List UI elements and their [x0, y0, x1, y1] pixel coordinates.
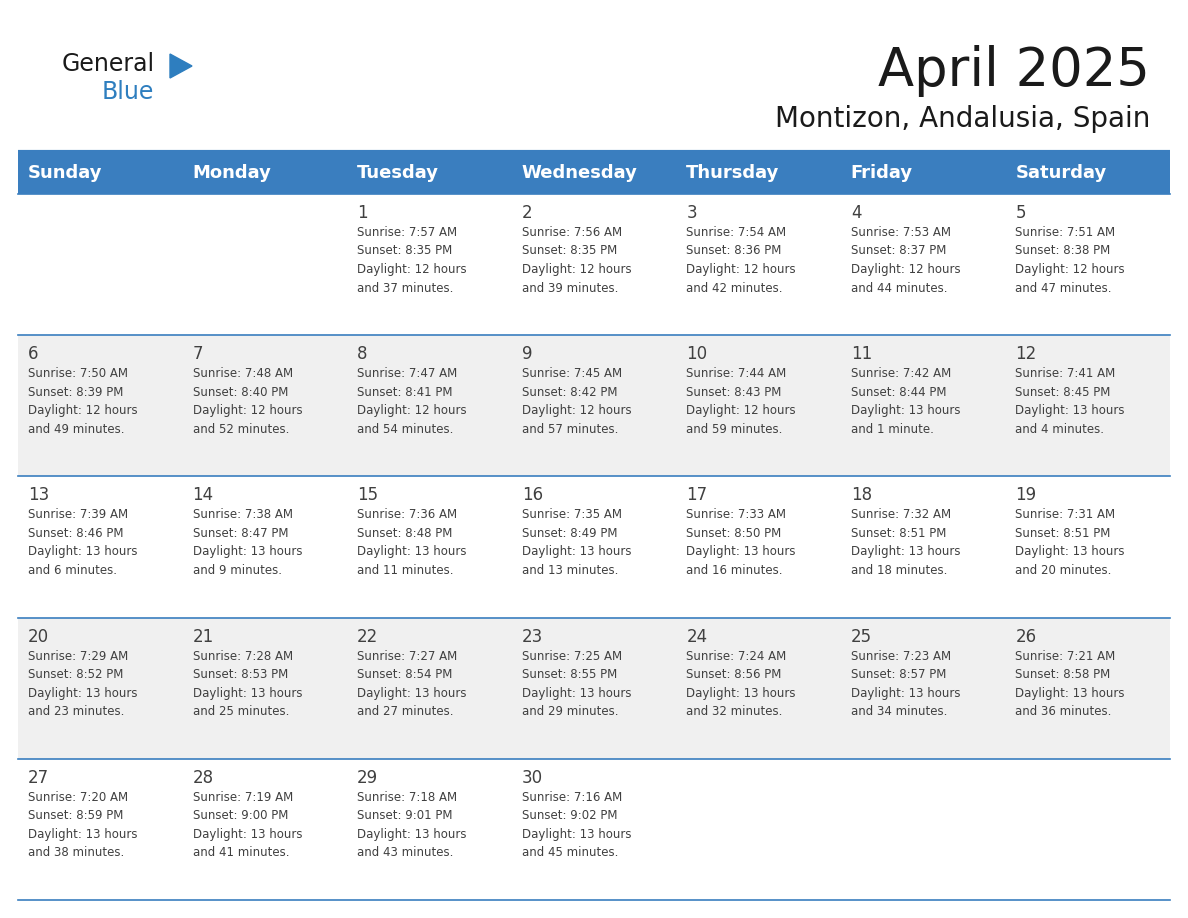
Text: 14: 14 [192, 487, 214, 504]
Text: Saturday: Saturday [1016, 164, 1107, 182]
Text: April 2025: April 2025 [878, 45, 1150, 97]
Text: 10: 10 [687, 345, 707, 364]
Text: Sunrise: 7:51 AM
Sunset: 8:38 PM
Daylight: 12 hours
and 47 minutes.: Sunrise: 7:51 AM Sunset: 8:38 PM Dayligh… [1016, 226, 1125, 295]
Text: Sunrise: 7:23 AM
Sunset: 8:57 PM
Daylight: 13 hours
and 34 minutes.: Sunrise: 7:23 AM Sunset: 8:57 PM Dayligh… [851, 650, 960, 718]
Text: Sunrise: 7:45 AM
Sunset: 8:42 PM
Daylight: 12 hours
and 57 minutes.: Sunrise: 7:45 AM Sunset: 8:42 PM Dayligh… [522, 367, 631, 436]
Text: Sunrise: 7:29 AM
Sunset: 8:52 PM
Daylight: 13 hours
and 23 minutes.: Sunrise: 7:29 AM Sunset: 8:52 PM Dayligh… [29, 650, 138, 718]
Text: 26: 26 [1016, 628, 1037, 645]
Text: Sunrise: 7:50 AM
Sunset: 8:39 PM
Daylight: 12 hours
and 49 minutes.: Sunrise: 7:50 AM Sunset: 8:39 PM Dayligh… [29, 367, 138, 436]
Bar [18, 618, 1170, 759]
Bar [18, 152, 1170, 194]
Text: Sunrise: 7:24 AM
Sunset: 8:56 PM
Daylight: 13 hours
and 32 minutes.: Sunrise: 7:24 AM Sunset: 8:56 PM Dayligh… [687, 650, 796, 718]
Text: 2: 2 [522, 204, 532, 222]
Text: 11: 11 [851, 345, 872, 364]
Text: 1: 1 [358, 204, 368, 222]
Text: 19: 19 [1016, 487, 1037, 504]
Text: Sunrise: 7:28 AM
Sunset: 8:53 PM
Daylight: 13 hours
and 25 minutes.: Sunrise: 7:28 AM Sunset: 8:53 PM Dayligh… [192, 650, 302, 718]
Text: 29: 29 [358, 768, 378, 787]
Text: 8: 8 [358, 345, 367, 364]
Text: Blue: Blue [102, 80, 154, 104]
Text: 21: 21 [192, 628, 214, 645]
Text: 25: 25 [851, 628, 872, 645]
Text: Tuesday: Tuesday [358, 164, 440, 182]
Text: Sunrise: 7:48 AM
Sunset: 8:40 PM
Daylight: 12 hours
and 52 minutes.: Sunrise: 7:48 AM Sunset: 8:40 PM Dayligh… [192, 367, 302, 436]
Text: Sunrise: 7:56 AM
Sunset: 8:35 PM
Daylight: 12 hours
and 39 minutes.: Sunrise: 7:56 AM Sunset: 8:35 PM Dayligh… [522, 226, 631, 295]
Text: 3: 3 [687, 204, 697, 222]
Bar [18, 759, 1170, 900]
Text: 22: 22 [358, 628, 379, 645]
Text: Sunrise: 7:33 AM
Sunset: 8:50 PM
Daylight: 13 hours
and 16 minutes.: Sunrise: 7:33 AM Sunset: 8:50 PM Dayligh… [687, 509, 796, 577]
Text: 6: 6 [29, 345, 38, 364]
Text: Sunrise: 7:36 AM
Sunset: 8:48 PM
Daylight: 13 hours
and 11 minutes.: Sunrise: 7:36 AM Sunset: 8:48 PM Dayligh… [358, 509, 467, 577]
Text: Sunrise: 7:53 AM
Sunset: 8:37 PM
Daylight: 12 hours
and 44 minutes.: Sunrise: 7:53 AM Sunset: 8:37 PM Dayligh… [851, 226, 960, 295]
Text: Sunday: Sunday [29, 164, 102, 182]
Text: Sunrise: 7:32 AM
Sunset: 8:51 PM
Daylight: 13 hours
and 18 minutes.: Sunrise: 7:32 AM Sunset: 8:51 PM Dayligh… [851, 509, 960, 577]
Text: Sunrise: 7:21 AM
Sunset: 8:58 PM
Daylight: 13 hours
and 36 minutes.: Sunrise: 7:21 AM Sunset: 8:58 PM Dayligh… [1016, 650, 1125, 718]
Text: Montizon, Andalusia, Spain: Montizon, Andalusia, Spain [775, 105, 1150, 133]
Text: Sunrise: 7:38 AM
Sunset: 8:47 PM
Daylight: 13 hours
and 9 minutes.: Sunrise: 7:38 AM Sunset: 8:47 PM Dayligh… [192, 509, 302, 577]
Text: 27: 27 [29, 768, 49, 787]
Text: Sunrise: 7:31 AM
Sunset: 8:51 PM
Daylight: 13 hours
and 20 minutes.: Sunrise: 7:31 AM Sunset: 8:51 PM Dayligh… [1016, 509, 1125, 577]
Text: 28: 28 [192, 768, 214, 787]
Text: Sunrise: 7:47 AM
Sunset: 8:41 PM
Daylight: 12 hours
and 54 minutes.: Sunrise: 7:47 AM Sunset: 8:41 PM Dayligh… [358, 367, 467, 436]
Text: General: General [62, 52, 156, 76]
Text: Sunrise: 7:35 AM
Sunset: 8:49 PM
Daylight: 13 hours
and 13 minutes.: Sunrise: 7:35 AM Sunset: 8:49 PM Dayligh… [522, 509, 631, 577]
Text: Sunrise: 7:42 AM
Sunset: 8:44 PM
Daylight: 13 hours
and 1 minute.: Sunrise: 7:42 AM Sunset: 8:44 PM Dayligh… [851, 367, 960, 436]
Text: 18: 18 [851, 487, 872, 504]
Text: 30: 30 [522, 768, 543, 787]
Text: Wednesday: Wednesday [522, 164, 638, 182]
Polygon shape [170, 54, 192, 78]
Bar [18, 335, 1170, 476]
Text: Sunrise: 7:20 AM
Sunset: 8:59 PM
Daylight: 13 hours
and 38 minutes.: Sunrise: 7:20 AM Sunset: 8:59 PM Dayligh… [29, 790, 138, 859]
Text: 4: 4 [851, 204, 861, 222]
Text: Thursday: Thursday [687, 164, 779, 182]
Text: Sunrise: 7:25 AM
Sunset: 8:55 PM
Daylight: 13 hours
and 29 minutes.: Sunrise: 7:25 AM Sunset: 8:55 PM Dayligh… [522, 650, 631, 718]
Text: Friday: Friday [851, 164, 914, 182]
Text: Sunrise: 7:41 AM
Sunset: 8:45 PM
Daylight: 13 hours
and 4 minutes.: Sunrise: 7:41 AM Sunset: 8:45 PM Dayligh… [1016, 367, 1125, 436]
Text: 17: 17 [687, 487, 707, 504]
Text: 13: 13 [29, 487, 49, 504]
Bar [18, 476, 1170, 618]
Text: Sunrise: 7:39 AM
Sunset: 8:46 PM
Daylight: 13 hours
and 6 minutes.: Sunrise: 7:39 AM Sunset: 8:46 PM Dayligh… [29, 509, 138, 577]
Text: Sunrise: 7:18 AM
Sunset: 9:01 PM
Daylight: 13 hours
and 43 minutes.: Sunrise: 7:18 AM Sunset: 9:01 PM Dayligh… [358, 790, 467, 859]
Text: 9: 9 [522, 345, 532, 364]
Text: Sunrise: 7:27 AM
Sunset: 8:54 PM
Daylight: 13 hours
and 27 minutes.: Sunrise: 7:27 AM Sunset: 8:54 PM Dayligh… [358, 650, 467, 718]
Text: 24: 24 [687, 628, 707, 645]
Text: 7: 7 [192, 345, 203, 364]
Text: 23: 23 [522, 628, 543, 645]
Text: Sunrise: 7:54 AM
Sunset: 8:36 PM
Daylight: 12 hours
and 42 minutes.: Sunrise: 7:54 AM Sunset: 8:36 PM Dayligh… [687, 226, 796, 295]
Text: 15: 15 [358, 487, 378, 504]
Text: Monday: Monday [192, 164, 271, 182]
Text: 20: 20 [29, 628, 49, 645]
Bar [18, 194, 1170, 335]
Text: Sunrise: 7:19 AM
Sunset: 9:00 PM
Daylight: 13 hours
and 41 minutes.: Sunrise: 7:19 AM Sunset: 9:00 PM Dayligh… [192, 790, 302, 859]
Text: Sunrise: 7:16 AM
Sunset: 9:02 PM
Daylight: 13 hours
and 45 minutes.: Sunrise: 7:16 AM Sunset: 9:02 PM Dayligh… [522, 790, 631, 859]
Text: Sunrise: 7:57 AM
Sunset: 8:35 PM
Daylight: 12 hours
and 37 minutes.: Sunrise: 7:57 AM Sunset: 8:35 PM Dayligh… [358, 226, 467, 295]
Text: 16: 16 [522, 487, 543, 504]
Text: Sunrise: 7:44 AM
Sunset: 8:43 PM
Daylight: 12 hours
and 59 minutes.: Sunrise: 7:44 AM Sunset: 8:43 PM Dayligh… [687, 367, 796, 436]
Text: 12: 12 [1016, 345, 1037, 364]
Text: 5: 5 [1016, 204, 1026, 222]
